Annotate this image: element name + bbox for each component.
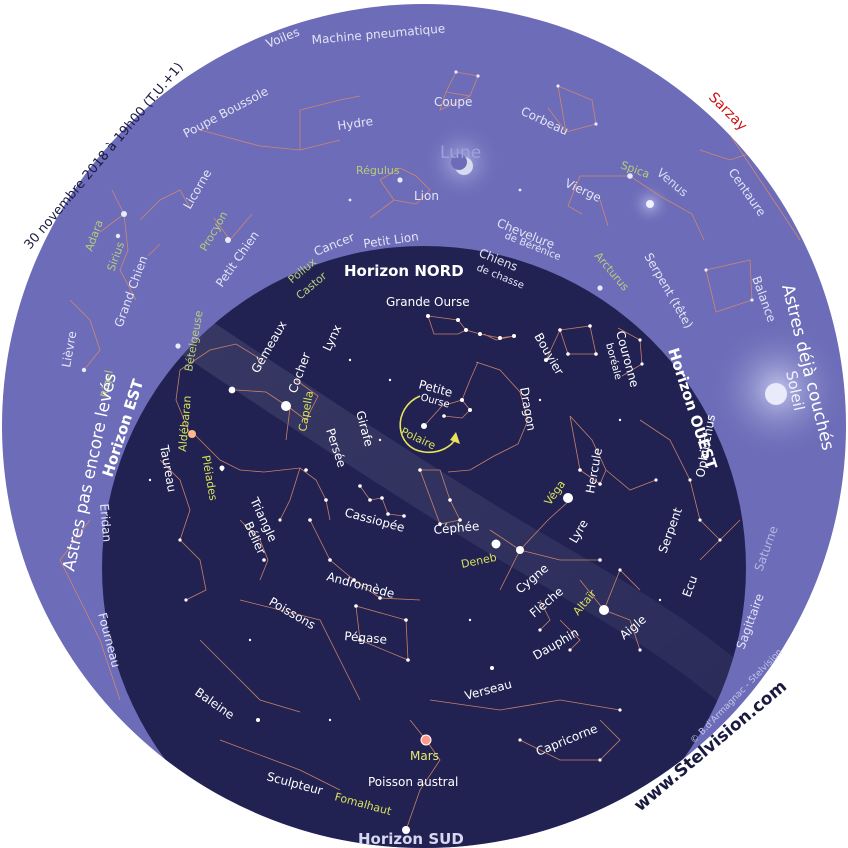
label-regulus: Régulus bbox=[356, 164, 400, 177]
label-coupe: Coupe bbox=[434, 95, 472, 109]
label-rigel: Rigel bbox=[98, 369, 116, 398]
moon-icon bbox=[451, 154, 473, 175]
label-eridan: Eridan bbox=[97, 503, 114, 543]
label-lion: Lion bbox=[414, 189, 439, 203]
label-cephee: Céphée bbox=[433, 519, 480, 537]
horizon-south: Horizon SUD bbox=[358, 830, 464, 848]
pleiades-cluster bbox=[219, 465, 225, 471]
sun-icon bbox=[765, 383, 787, 405]
label-lievre: Lièvre bbox=[59, 330, 79, 368]
night-stars bbox=[148, 314, 722, 834]
mars-planet bbox=[420, 734, 432, 746]
label-aldebaran: Aldébaran bbox=[176, 395, 194, 452]
label-lune: Lune bbox=[440, 143, 481, 163]
milky-way bbox=[160, 300, 746, 740]
polaire-arrow bbox=[399, 395, 457, 454]
aldebaran-star bbox=[188, 430, 196, 438]
label-grande-ourse: Grande Ourse bbox=[386, 295, 470, 309]
polaire-arrowhead bbox=[450, 432, 460, 444]
label-poisson-austral: Poisson austral bbox=[368, 775, 458, 789]
label-pegase: Pégase bbox=[344, 629, 388, 647]
horizon-north: Horizon NORD bbox=[344, 262, 464, 280]
venus-icon bbox=[646, 200, 654, 208]
label-mars: Mars bbox=[410, 749, 439, 763]
label-hydre: Hydre bbox=[336, 114, 373, 133]
